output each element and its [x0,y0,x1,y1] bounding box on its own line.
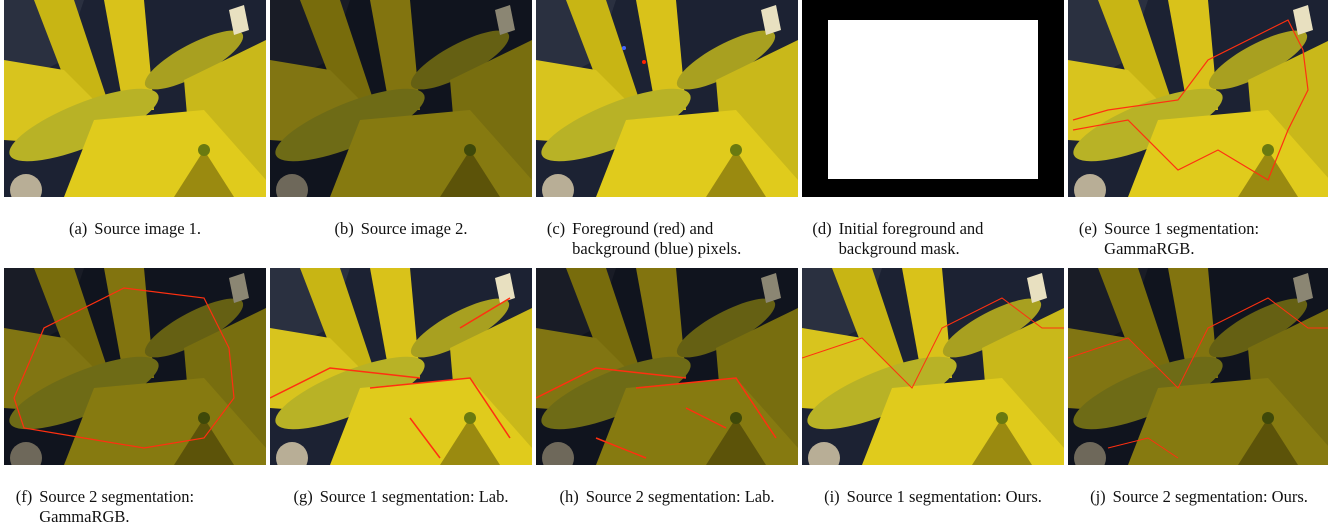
image [1068,268,1328,465]
image [802,268,1064,465]
caption-text: Source 1 segmentation: Lab. [320,487,509,507]
caption-label: (d) [812,219,831,259]
caption: (f) Source 2 segmentation: GammaRGB. [4,487,266,527]
caption-text: Source image 1. [94,219,201,239]
caption: (i) Source 1 segmentation: Ours. [802,487,1064,507]
image [536,0,798,197]
caption-label: (a) [69,219,87,239]
caption-text: Foreground (red) and background (blue) p… [572,219,787,259]
caption-label: (j) [1090,487,1106,507]
figure: (d) Initial foreground and background mas… [802,0,1064,259]
caption: (c) Foreground (red) and background (blue… [536,219,798,259]
image [536,268,798,465]
figure: (g) Source 1 segmentation: Lab. [270,268,532,507]
image [802,0,1064,197]
caption: (e) Source 1 segmentation: GammaRGB. [1068,219,1328,259]
image [270,0,532,197]
image [4,0,266,197]
image [4,268,266,465]
caption-label: (f) [16,487,32,527]
figure: (a) Source image 1. [4,0,266,239]
figure: (i) Source 1 segmentation: Ours. [802,268,1064,507]
caption-text: Source 1 segmentation: Ours. [847,487,1042,507]
caption: (d) Initial foreground and background mas… [802,219,1064,259]
caption-label: (b) [334,219,353,239]
caption-text: Source 2 segmentation: GammaRGB. [39,487,254,527]
caption-text: Source 2 segmentation: Ours. [1113,487,1308,507]
figure: (b) Source image 2. [270,0,532,239]
figure: (h) Source 2 segmentation: Lab. [536,268,798,507]
caption-label: (h) [559,487,578,507]
image [270,268,532,465]
caption-label: (i) [824,487,840,507]
caption-text: Source 2 segmentation: Lab. [586,487,775,507]
caption-text: Source image 2. [361,219,468,239]
caption: (g) Source 1 segmentation: Lab. [270,487,532,507]
caption-label: (c) [547,219,565,259]
caption-label: (g) [293,487,312,507]
figure: (e) Source 1 segmentation: GammaRGB. [1068,0,1328,259]
figure: (c) Foreground (red) and background (blue… [536,0,798,259]
caption: (a) Source image 1. [4,219,266,239]
caption: (b) Source image 2. [270,219,532,239]
caption-text: Source 1 segmentation: GammaRGB. [1104,219,1319,259]
caption-text: Initial foreground and background mask. [839,219,1054,259]
caption-label: (e) [1079,219,1097,259]
caption: (j) Source 2 segmentation: Ours. [1068,487,1328,507]
caption: (h) Source 2 segmentation: Lab. [536,487,798,507]
page: (a) Source image 1. (b) Source image 2. (c… [0,0,1328,531]
figure: (j) Source 2 segmentation: Ours. [1068,268,1328,507]
image [1068,0,1328,197]
figure: (f) Source 2 segmentation: GammaRGB. [4,268,266,527]
